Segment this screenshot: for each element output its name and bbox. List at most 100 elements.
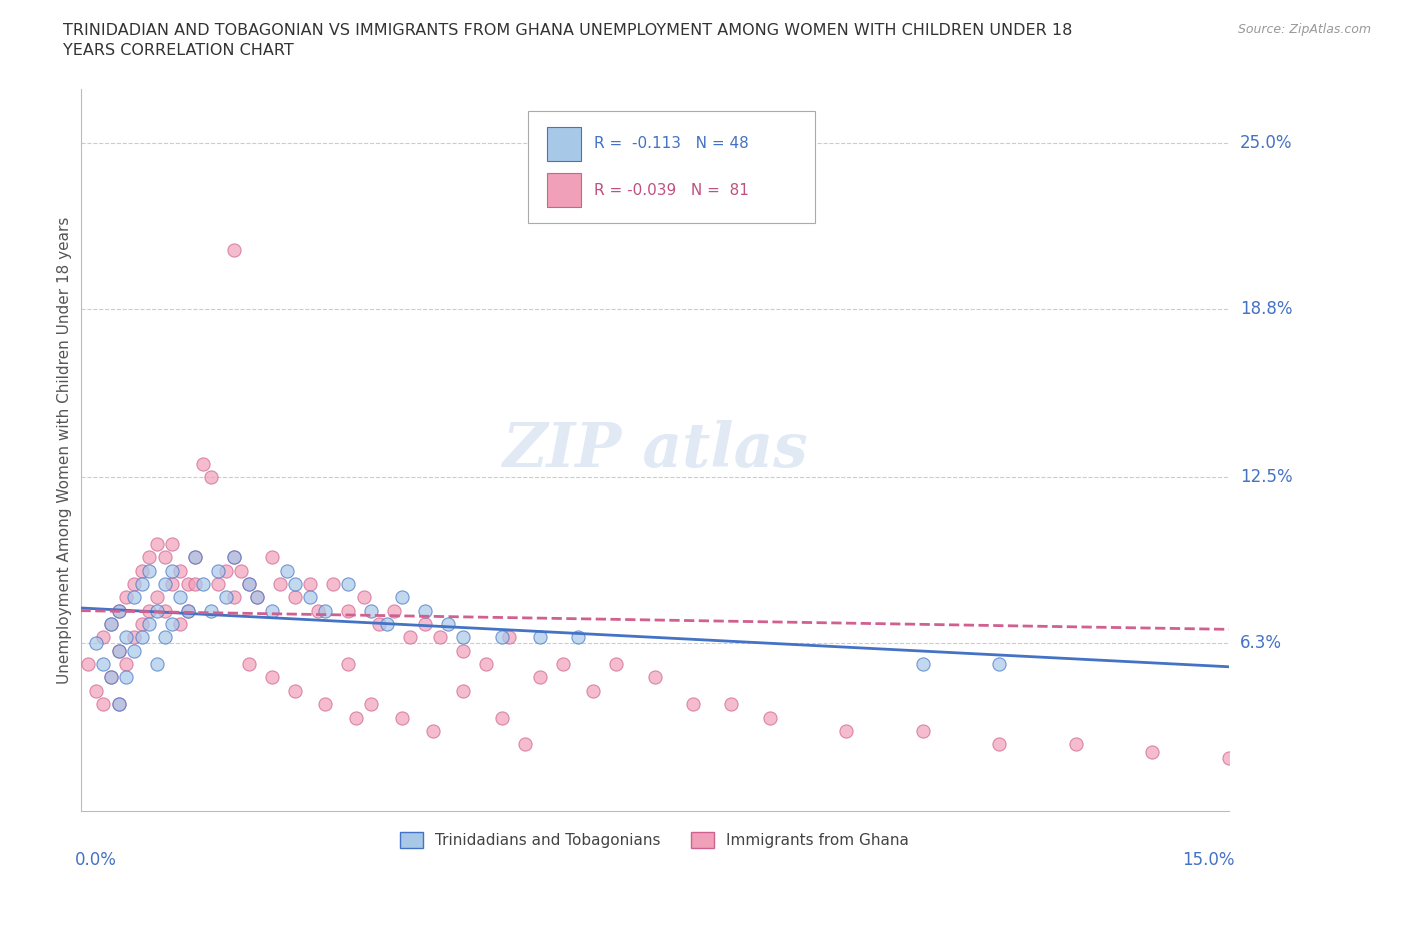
Point	[988, 737, 1011, 751]
Point	[191, 577, 214, 591]
Point	[491, 711, 513, 725]
Point	[238, 577, 260, 591]
Point	[107, 604, 129, 618]
Point	[231, 563, 253, 578]
Point	[162, 617, 184, 631]
Point	[322, 577, 344, 591]
Point	[215, 563, 238, 578]
Point	[100, 617, 122, 631]
Point	[582, 684, 605, 698]
Point	[200, 604, 222, 618]
Point	[644, 670, 666, 684]
Legend: Trinidadians and Tobagonians, Immigrants from Ghana: Trinidadians and Tobagonians, Immigrants…	[394, 826, 915, 854]
Point	[567, 630, 589, 644]
Point	[429, 630, 451, 644]
Point	[245, 590, 267, 604]
Point	[84, 635, 107, 650]
Point	[207, 563, 229, 578]
Point	[337, 657, 360, 671]
Point	[238, 657, 260, 671]
Point	[422, 724, 444, 738]
Point	[162, 577, 184, 591]
Point	[758, 711, 780, 725]
Point	[215, 590, 238, 604]
Point	[222, 550, 245, 565]
Point	[184, 577, 207, 591]
Point	[122, 630, 145, 644]
Text: 18.8%: 18.8%	[1240, 299, 1292, 317]
Point	[153, 604, 176, 618]
Point	[162, 537, 184, 551]
Point	[115, 630, 138, 644]
Point	[988, 657, 1011, 671]
Point	[222, 590, 245, 604]
Point	[115, 657, 138, 671]
Text: 0.0%: 0.0%	[75, 851, 117, 869]
Point	[260, 670, 283, 684]
FancyBboxPatch shape	[529, 111, 815, 223]
Point	[77, 657, 100, 671]
Point	[299, 577, 322, 591]
Point	[1142, 745, 1164, 760]
Point	[284, 590, 307, 604]
Point	[375, 617, 398, 631]
Point	[176, 604, 198, 618]
Text: Source: ZipAtlas.com: Source: ZipAtlas.com	[1237, 23, 1371, 36]
Point	[100, 617, 122, 631]
Point	[207, 577, 229, 591]
Point	[368, 617, 391, 631]
Point	[360, 697, 382, 711]
Point	[122, 590, 145, 604]
Point	[138, 617, 160, 631]
Point	[453, 630, 475, 644]
Point	[315, 604, 337, 618]
Text: 6.3%: 6.3%	[1240, 633, 1282, 652]
Point	[131, 617, 153, 631]
Point	[238, 577, 260, 591]
Point	[315, 697, 337, 711]
FancyBboxPatch shape	[547, 127, 581, 161]
Point	[475, 657, 498, 671]
Point	[513, 737, 536, 751]
Point	[162, 563, 184, 578]
Point	[146, 590, 169, 604]
Point	[107, 644, 129, 658]
Point	[682, 697, 704, 711]
Text: R =  -0.113   N = 48: R = -0.113 N = 48	[593, 137, 748, 152]
Point	[453, 684, 475, 698]
Point	[498, 630, 520, 644]
Point	[84, 684, 107, 698]
Point	[491, 630, 513, 644]
Text: R = -0.039   N =  81: R = -0.039 N = 81	[593, 182, 748, 197]
Point	[169, 563, 191, 578]
Point	[284, 684, 307, 698]
Point	[260, 604, 283, 618]
Point	[131, 563, 153, 578]
Point	[222, 550, 245, 565]
Point	[276, 563, 298, 578]
Point	[529, 670, 551, 684]
Point	[911, 724, 934, 738]
Point	[93, 657, 115, 671]
Point	[437, 617, 460, 631]
Point	[138, 604, 160, 618]
Point	[184, 550, 207, 565]
Point	[115, 670, 138, 684]
Point	[131, 630, 153, 644]
Point	[122, 577, 145, 591]
Point	[122, 644, 145, 658]
Point	[299, 590, 322, 604]
Point	[107, 604, 129, 618]
Point	[191, 457, 214, 472]
Point	[93, 697, 115, 711]
Point	[720, 697, 742, 711]
Point	[260, 550, 283, 565]
Point	[169, 617, 191, 631]
Point	[551, 657, 574, 671]
Point	[153, 577, 176, 591]
Point	[413, 604, 436, 618]
FancyBboxPatch shape	[547, 173, 581, 207]
Point	[353, 590, 375, 604]
Point	[337, 604, 360, 618]
Point	[153, 630, 176, 644]
